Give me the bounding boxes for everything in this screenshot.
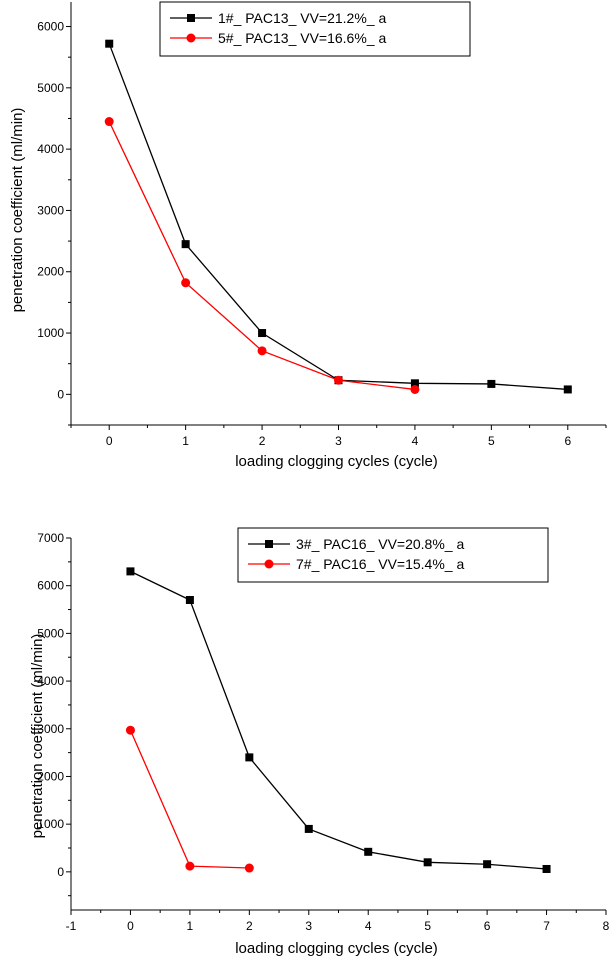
data-point bbox=[364, 847, 373, 856]
series-line-1 bbox=[130, 570, 547, 870]
y-tick-label: 2000 bbox=[37, 265, 64, 279]
x-tick-label: 4 bbox=[365, 919, 372, 933]
x-tick-label: 4 bbox=[412, 434, 419, 448]
y-tick-label: 6000 bbox=[37, 579, 64, 593]
data-point bbox=[423, 858, 432, 867]
x-tick-label: 8 bbox=[603, 919, 610, 933]
x-tick-label: 2 bbox=[259, 434, 266, 448]
series-line-1 bbox=[108, 43, 568, 391]
legend-marker bbox=[264, 559, 274, 569]
data-point bbox=[244, 863, 254, 873]
y-tick-label: 6000 bbox=[37, 20, 64, 34]
legend-marker bbox=[186, 33, 196, 43]
legend-marker bbox=[265, 540, 273, 548]
x-tick-label: 0 bbox=[127, 919, 134, 933]
data-point bbox=[334, 375, 343, 385]
data-point bbox=[410, 384, 420, 394]
legend-box bbox=[237, 527, 549, 583]
x-tick-label: 5 bbox=[424, 919, 431, 933]
y-tick-label: 2000 bbox=[37, 769, 64, 783]
data-point bbox=[483, 860, 492, 869]
x-tick-label: 6 bbox=[484, 919, 491, 933]
legend-label: 3#_ PAC16_ VV=20.8%_ a bbox=[296, 536, 464, 552]
x-tick-label: 5 bbox=[488, 434, 495, 448]
y-tick-label: 3000 bbox=[37, 203, 64, 217]
data-point bbox=[410, 379, 419, 388]
legend-label: 5#_ PAC13_ VV=16.6%_ a bbox=[218, 30, 386, 46]
y-tick-label: 5000 bbox=[37, 81, 64, 95]
data-point bbox=[563, 385, 572, 394]
y-tick-label: 0 bbox=[57, 865, 64, 879]
x-tick-label: 2 bbox=[246, 919, 253, 933]
x-axis-label: loading clogging cycles (cycle) bbox=[235, 940, 438, 957]
x-tick-label: 7 bbox=[543, 919, 550, 933]
y-tick-label: 4000 bbox=[37, 142, 64, 156]
x-axis-label: loading clogging cycles (cycle) bbox=[235, 453, 438, 470]
y-tick-label: 3000 bbox=[37, 722, 64, 736]
data-point bbox=[104, 117, 114, 127]
series-line-2 bbox=[129, 729, 250, 869]
y-tick-label: 4000 bbox=[37, 674, 64, 688]
data-point bbox=[181, 240, 190, 249]
legend-box bbox=[159, 1, 471, 57]
data-point bbox=[105, 39, 114, 48]
data-point bbox=[487, 379, 496, 388]
chart-2: 0 1000 2000 3000 4000 5000 6000 7000 -1 0 1 2 3 4 5 6 7 8… bbox=[29, 527, 610, 957]
x-tick-label: 3 bbox=[335, 434, 342, 448]
data-point bbox=[125, 725, 135, 735]
y-axis-label: penetration coefficient (ml/min) bbox=[29, 634, 46, 839]
x-tick-label: -1 bbox=[66, 919, 77, 933]
data-point bbox=[185, 861, 195, 871]
data-point bbox=[126, 567, 135, 576]
x-tick-label: 0 bbox=[106, 434, 113, 448]
legend-marker bbox=[187, 14, 195, 22]
y-tick-label: 0 bbox=[57, 387, 64, 401]
data-point bbox=[181, 278, 191, 288]
x-tick-label: 3 bbox=[305, 919, 312, 933]
x-tick-label: 1 bbox=[187, 919, 194, 933]
x-tick-label: 1 bbox=[182, 434, 189, 448]
y-tick-label: 1000 bbox=[37, 817, 64, 831]
data-point bbox=[304, 824, 313, 833]
x-tick-label: 6 bbox=[564, 434, 571, 448]
y-axis-label: penetration coefficient (ml/min) bbox=[9, 108, 26, 313]
data-point bbox=[542, 864, 551, 873]
data-point bbox=[257, 346, 267, 356]
y-tick-label: 1000 bbox=[37, 326, 64, 340]
data-point bbox=[258, 329, 267, 338]
chart-1: 0 1000 2000 3000 4000 5000 6000 0 1 2 3 4 5 6 loading … bbox=[9, 1, 607, 470]
y-tick-label: 5000 bbox=[37, 626, 64, 640]
legend-label: 7#_ PAC16_ VV=15.4%_ a bbox=[296, 556, 464, 572]
legend-label: 1#_ PAC13_ VV=21.2%_ a bbox=[218, 10, 386, 26]
y-tick-label: 7000 bbox=[37, 531, 64, 545]
data-point bbox=[185, 596, 194, 604]
data-point bbox=[245, 753, 254, 762]
